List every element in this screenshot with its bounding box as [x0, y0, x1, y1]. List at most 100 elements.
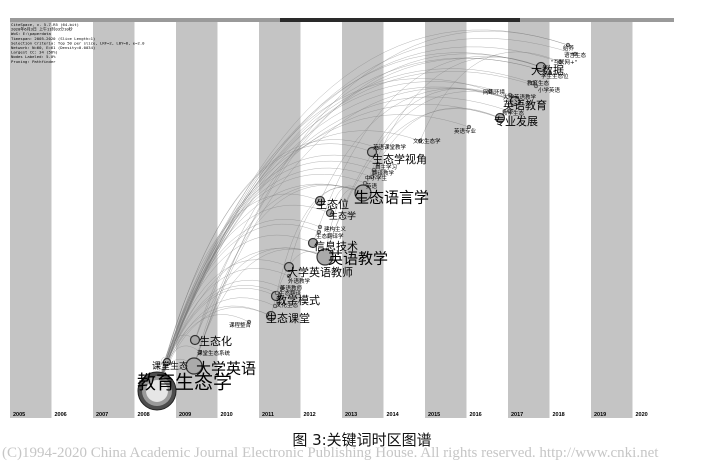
keyword-label: 自主学习: [375, 163, 397, 171]
keyword-label: 生态语言学: [354, 188, 429, 206]
node-core: [146, 380, 168, 402]
link: [166, 305, 272, 363]
node: [487, 88, 493, 94]
node: [506, 108, 512, 114]
keyword-label: 教学模式: [276, 293, 320, 307]
link: [193, 184, 364, 367]
keyword-label: 英语教师: [280, 284, 303, 292]
keyword-label: 生态学视角: [372, 152, 427, 166]
node: [565, 42, 571, 48]
header-line: WoS: E:\paperdata: [11, 31, 51, 36]
keyword-label: "互联网+": [551, 58, 577, 66]
node: [272, 303, 278, 309]
link: [156, 154, 379, 392]
keyword-label: 小学英语: [538, 86, 561, 94]
year-label-2009: 2009: [179, 412, 191, 418]
year-axis: 2005 2006 2007 2008 2009 2010 2011 2012 2013 2014…: [13, 412, 648, 418]
keyword-label: 生态翻译: [279, 289, 302, 297]
keyword-label: 生态学: [329, 210, 356, 222]
node: [265, 310, 277, 322]
node: [535, 61, 547, 73]
link: [156, 307, 272, 392]
header-info: CiteSpace, v. 5.7.R5 (64-bit)2020年6月3日 上…: [11, 22, 145, 64]
link: [362, 107, 501, 194]
keyword-nodes: [137, 42, 578, 411]
node: [494, 112, 506, 124]
link: [156, 160, 375, 392]
keyword-label: 英语教育: [503, 98, 547, 112]
year-label-2018: 2018: [553, 412, 565, 418]
header-line: Network: N=60, E=61 (Density=0.0034): [11, 45, 95, 50]
node: [572, 51, 578, 57]
node: [557, 59, 563, 65]
year-zone-2005: [10, 18, 52, 418]
keyword-label: 教学生态: [502, 109, 525, 117]
year-label-2015: 2015: [428, 412, 440, 418]
node: [246, 319, 252, 325]
keyword-label: 翻译教学: [372, 169, 395, 177]
keyword-label: 语言生态: [564, 51, 587, 59]
keyword-label: 生态课堂: [266, 311, 310, 325]
year-label-2019: 2019: [594, 412, 606, 418]
node: [509, 95, 521, 107]
node: [547, 70, 553, 76]
co-occurrence-links: [156, 29, 576, 392]
header-line: CiteSpace, v. 5.7.R5 (64-bit): [11, 22, 79, 27]
year-zone-2018: [549, 18, 591, 418]
year-label-2011: 2011: [262, 412, 274, 418]
node: [366, 146, 378, 158]
header-line: Timespan: 2005-2020 (Slice Length=1): [11, 36, 95, 41]
header-line: Nodes Labeled: 5.0%: [11, 54, 56, 59]
node: [197, 349, 203, 355]
keyword-label: 课堂生态系统: [197, 349, 231, 357]
node: [283, 261, 295, 273]
keyword-label: 给养: [563, 44, 575, 52]
keyword-label: 英语教学: [328, 249, 388, 267]
link: [156, 139, 378, 392]
node: [314, 195, 326, 207]
node: [507, 92, 513, 98]
link: [156, 38, 576, 392]
link: [193, 87, 516, 367]
top-timeline-bar: [10, 18, 674, 22]
keyword-label: 教育生态学: [137, 372, 232, 394]
node: [316, 248, 334, 266]
node: [316, 229, 322, 235]
node: [369, 174, 375, 180]
link: [193, 30, 569, 367]
keyword-label: 生态位: [316, 197, 349, 211]
keyword-label: 外语教学: [288, 277, 311, 285]
node: [371, 167, 377, 173]
node: [466, 124, 472, 130]
node: [374, 145, 380, 151]
keyword-label: 网络环境: [483, 88, 506, 96]
link: [312, 55, 542, 244]
year-label-2010: 2010: [221, 412, 233, 418]
keyword-label: 生态翻译学: [316, 232, 344, 240]
keyword-label: 中小学生: [365, 174, 388, 182]
node: [362, 180, 368, 186]
header-line: Pruning: Pathfinder: [11, 59, 56, 64]
keyword-label: 建构主义: [324, 225, 347, 233]
node: [162, 357, 172, 367]
year-label-2020: 2020: [636, 412, 648, 418]
header-line: 2020年6月3日 上午11时03分10秒: [11, 27, 73, 32]
copyright-footer: (C)1994-2020 China Academic Journal Elec…: [2, 445, 659, 461]
node: [417, 138, 423, 144]
node: [530, 80, 536, 86]
node: [354, 184, 372, 202]
keyword-label: 课堂生态: [152, 360, 188, 372]
keyword-label: 生态化: [199, 334, 232, 348]
link: [324, 108, 501, 258]
link: [275, 187, 364, 297]
year-zone-2010: [217, 18, 259, 418]
link: [371, 88, 516, 153]
link: [156, 52, 542, 392]
keyword-label: 英语课堂教学: [373, 143, 407, 151]
link: [156, 71, 537, 392]
keyword-label: 信息技术: [314, 239, 358, 253]
year-zone-2007: [93, 18, 135, 418]
header-line: Largest CC: 34 (56%): [11, 50, 58, 55]
keyword-label: 学生生态位: [541, 72, 569, 80]
